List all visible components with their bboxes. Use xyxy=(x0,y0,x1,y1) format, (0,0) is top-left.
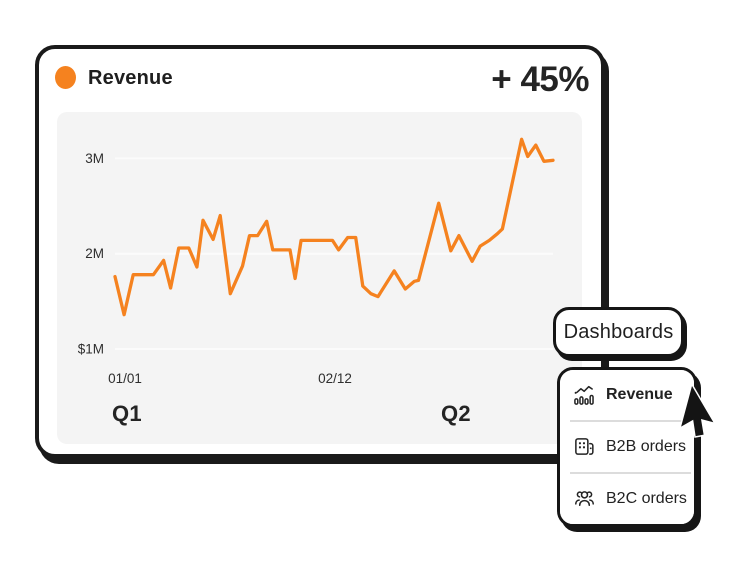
menu-divider xyxy=(570,472,691,474)
svg-text:2M: 2M xyxy=(85,246,104,261)
svg-text:3M: 3M xyxy=(85,151,104,166)
menu-item-b2b-orders[interactable]: B2B orders xyxy=(560,421,694,473)
bar-chart-trend-icon xyxy=(573,384,596,407)
growth-percentage: + 45% xyxy=(491,60,589,99)
people-group-icon xyxy=(573,487,596,510)
building-icon xyxy=(573,435,596,458)
menu-item-label: Revenue xyxy=(606,386,673,404)
dashboards-dropdown-trigger[interactable]: Dashboards xyxy=(553,307,684,357)
menu-item-b2c-orders[interactable]: B2C orders xyxy=(560,473,694,524)
revenue-chart-svg: 3M 2M $1M 01/01 02/12 Q1 Q2 xyxy=(78,137,555,426)
svg-text:Q2: Q2 xyxy=(441,401,471,426)
menu-item-label: B2C orders xyxy=(606,489,687,507)
svg-text:02/12: 02/12 xyxy=(318,371,352,386)
svg-text:01/01: 01/01 xyxy=(108,371,142,386)
dashboards-label: Dashboards xyxy=(563,320,674,343)
menu-item-revenue[interactable]: Revenue xyxy=(560,370,694,421)
menu-divider xyxy=(570,420,691,422)
revenue-line-chart: 3M 2M $1M 01/01 02/12 Q1 Q2 xyxy=(57,112,582,444)
svg-text:$1M: $1M xyxy=(78,342,104,357)
menu-item-label: B2B orders xyxy=(606,437,687,455)
card-title: Revenue xyxy=(88,67,173,89)
revenue-legend-dot-icon xyxy=(55,66,76,89)
svg-text:Q1: Q1 xyxy=(112,401,142,426)
dashboards-menu: Revenue B2B orders xyxy=(557,367,697,527)
